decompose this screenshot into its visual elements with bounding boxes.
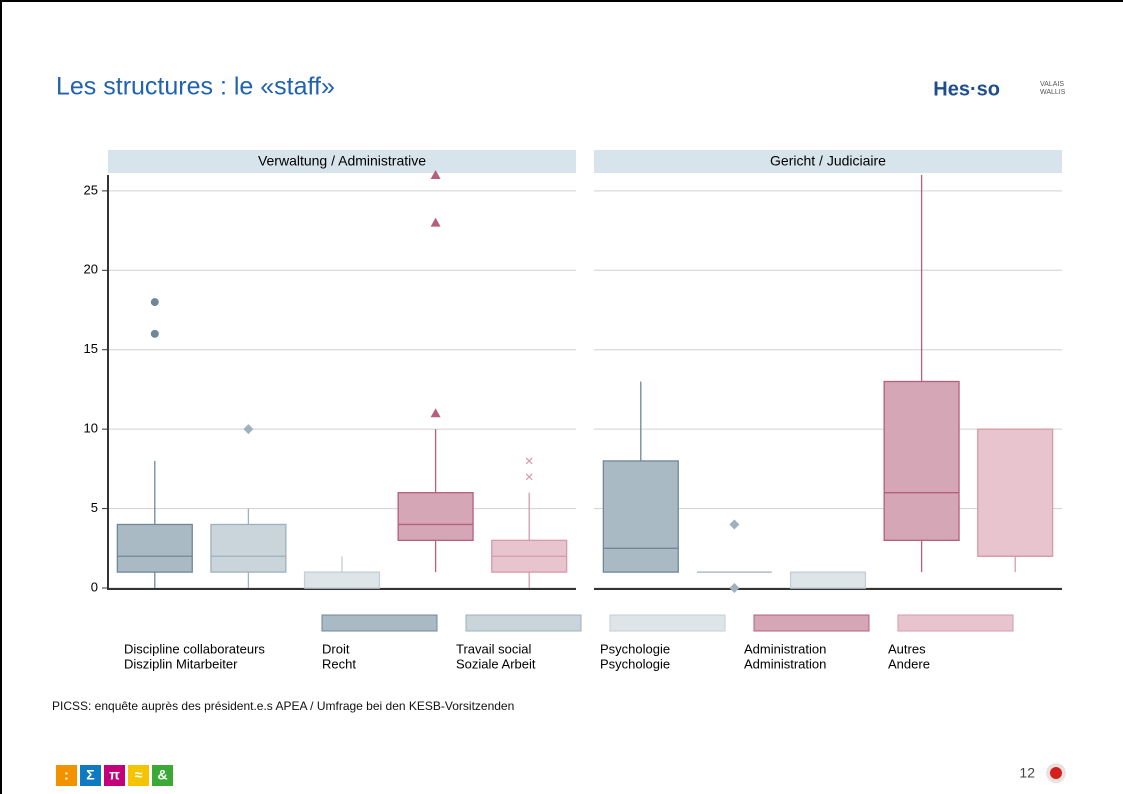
box xyxy=(210,523,287,573)
box xyxy=(602,460,679,573)
outlier xyxy=(525,473,533,481)
y-tick-label: 25 xyxy=(84,182,98,197)
source-note: PICSS: enquête auprès des président.e.s … xyxy=(52,699,514,713)
footer-icon-label: ≈ xyxy=(135,767,143,783)
footer-icon xyxy=(80,765,101,786)
outlier xyxy=(243,424,254,435)
legend-label: Andere xyxy=(888,656,930,671)
box xyxy=(397,492,474,541)
footer-icon xyxy=(152,765,173,786)
legend-label: Administration xyxy=(744,641,826,656)
logo-region: VALAIS xyxy=(1040,81,1064,88)
legend-label: Droit xyxy=(322,641,350,656)
legend-label: Autres xyxy=(888,641,926,656)
legend-swatch xyxy=(321,614,438,632)
legend-swatch xyxy=(609,614,726,632)
box xyxy=(977,428,1054,557)
footer-icon xyxy=(128,765,149,786)
footer-icon-label: Σ xyxy=(86,767,94,783)
outlier-stroke xyxy=(525,473,533,481)
footer-icon-label: & xyxy=(157,767,167,783)
legend-label: Soziale Arbeit xyxy=(456,656,536,671)
footer-icon xyxy=(104,765,125,786)
logo-icon xyxy=(1050,767,1062,779)
facet-title: Verwaltung / Administrative xyxy=(258,153,426,169)
legend-title: Disziplin Mitarbeiter xyxy=(124,656,238,671)
footer-icon xyxy=(56,765,77,786)
legend-title: Discipline collaborateurs xyxy=(124,641,265,656)
legend-label: Recht xyxy=(322,656,356,671)
outlier xyxy=(525,457,533,465)
footer-icon-label: π xyxy=(109,767,120,783)
y-tick-label: 5 xyxy=(91,500,98,515)
box xyxy=(883,380,960,541)
legend-label: Psychologie xyxy=(600,641,670,656)
legend-label: Travail social xyxy=(456,641,531,656)
y-tick-label: 0 xyxy=(91,579,98,594)
legend-label: Psychologie xyxy=(600,656,670,671)
outlier xyxy=(430,170,441,179)
outlier xyxy=(729,583,740,593)
legend-swatch xyxy=(753,614,870,632)
box xyxy=(303,571,381,589)
legend-swatch xyxy=(897,614,1014,632)
facet-strip xyxy=(594,150,1062,173)
box xyxy=(116,523,193,573)
slide-title: Les structures : le «staff» xyxy=(56,73,335,101)
outlier-stroke xyxy=(525,457,533,465)
legend-label: Administration xyxy=(744,656,826,671)
box xyxy=(789,571,867,589)
footer-icon-label: : xyxy=(64,767,69,783)
outlier xyxy=(430,217,441,227)
facet-title: Gericht / Judiciaire xyxy=(770,153,886,169)
facet-strip xyxy=(108,150,576,173)
logo: Hes·so xyxy=(933,78,1000,100)
outlier xyxy=(150,329,159,338)
outlier xyxy=(729,519,740,530)
outlier xyxy=(150,298,159,307)
y-tick-label: 10 xyxy=(84,421,98,436)
outlier xyxy=(430,408,441,418)
page-number: 12 xyxy=(1019,765,1035,781)
legend-swatch xyxy=(465,614,582,632)
logo-region: WALLIS xyxy=(1040,89,1066,96)
y-tick-label: 20 xyxy=(84,262,98,277)
y-tick-label: 15 xyxy=(84,341,98,356)
